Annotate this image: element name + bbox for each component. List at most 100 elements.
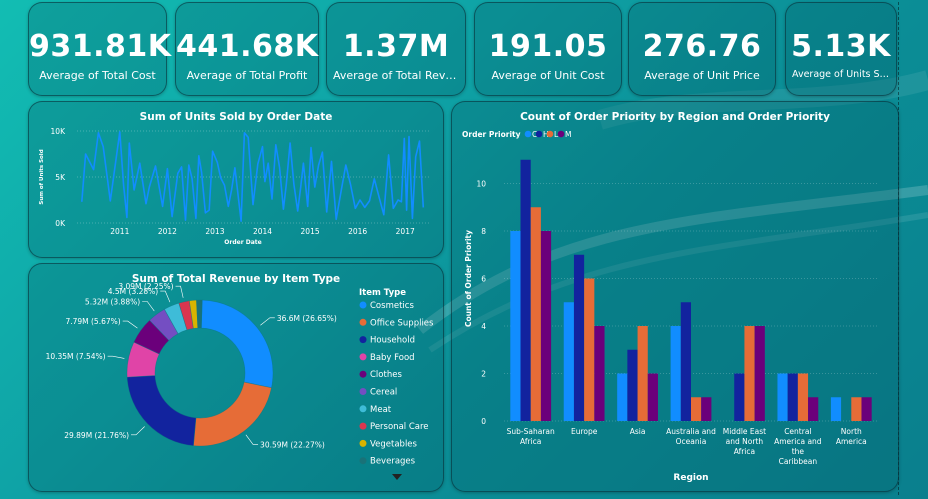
bar-m xyxy=(808,397,819,421)
bar-h xyxy=(680,302,691,421)
kpi-value: 276.76 xyxy=(642,29,762,64)
units-sold-line-chart: 0K 5K 10K 2011 2012 2013 2014 2015 2016 2017 Order… xyxy=(39,127,429,246)
bar-c xyxy=(617,373,628,421)
kpi-label: Average of Total Cost xyxy=(39,69,156,82)
y-tick-label: 10 xyxy=(476,180,486,189)
donut-slice xyxy=(201,299,274,389)
slice-data-label: 30.59M (22.27%) xyxy=(260,440,325,449)
donut-slice xyxy=(126,375,197,447)
legend-item-label: Office Supplies xyxy=(370,318,434,328)
bar-l xyxy=(851,397,862,421)
bar-l xyxy=(691,397,702,421)
x-tick-label: 2013 xyxy=(205,227,224,236)
x-tick-label: and North xyxy=(726,437,764,446)
bar-c xyxy=(510,231,521,421)
bar-h xyxy=(520,159,531,421)
donut-slice xyxy=(196,299,203,329)
legend-marker xyxy=(359,422,367,430)
x-tick-label: 2017 xyxy=(396,227,415,236)
pie-chart-title: Sum of Total Revenue by Item Type xyxy=(131,273,341,285)
kpi-label: Average of Total Reven... xyxy=(333,69,465,82)
legend-marker xyxy=(524,130,532,138)
legend-marker xyxy=(546,130,554,138)
legend-marker xyxy=(359,388,367,395)
bar-chart-title: Count of Order Priority by Region and Or… xyxy=(520,111,830,123)
kpi-value: 1.37M xyxy=(342,29,450,64)
legend-item-label: Cereal xyxy=(370,388,397,398)
legend-item-label: C xyxy=(532,130,537,139)
slice-data-label: 7.79M (5.67%) xyxy=(65,317,120,326)
y-tick-label: 10K xyxy=(51,127,67,136)
revenue-donut-chart: 36.6M (26.65%) 30.59M (22.27%) 29.89M (21.… xyxy=(46,282,434,480)
x-tick-label: the xyxy=(792,447,805,456)
pie-chart-card[interactable]: Sum of Total Revenue by Item Type 36.6M … xyxy=(28,263,444,492)
legend-item-label: H xyxy=(543,130,549,139)
x-tick-label: Africa xyxy=(734,447,755,456)
legend-item-label: Vegetables xyxy=(370,439,418,449)
slice-data-label: 3.09M (2.25%) xyxy=(118,282,173,291)
x-tick-label: Europe xyxy=(571,427,598,436)
bar-c xyxy=(777,373,788,421)
y-tick-label: 0 xyxy=(481,417,486,426)
y-axis-title: Count of Order Priority xyxy=(464,230,473,327)
kpi-total-cost[interactable]: 931.81K Average of Total Cost xyxy=(28,2,171,96)
legend-item-label: Cosmetics xyxy=(370,301,414,311)
slice-data-label: 5.32M (3.88%) xyxy=(85,297,140,306)
y-tick-label: 6 xyxy=(481,275,486,284)
x-tick-label: Asia xyxy=(630,427,646,436)
legend-marker xyxy=(359,457,367,465)
bar-h xyxy=(627,349,638,421)
kpi-value: 191.05 xyxy=(488,29,608,64)
line-chart-title: Sum of Units Sold by Order Date xyxy=(139,111,333,123)
kpi-total-revenue[interactable]: 1.37M Average of Total Reven... xyxy=(326,2,466,96)
kpi-label: Average of Unit Cost xyxy=(491,69,605,82)
legend-title: Order Priority xyxy=(462,130,521,139)
legend-item-label: Household xyxy=(370,336,415,346)
x-tick-label: 2011 xyxy=(110,227,129,236)
slice-data-label: 29.89M (21.76%) xyxy=(64,431,129,440)
x-tick-label: Central xyxy=(784,427,811,436)
legend-item-label: Beverages xyxy=(370,457,416,467)
kpi-label: Average of Units Sold xyxy=(792,69,895,80)
legend-scroll-down-icon xyxy=(392,474,402,480)
x-tick-label: Africa xyxy=(520,437,541,446)
x-tick-label: Sub-Saharan xyxy=(507,427,555,436)
x-axis-title: Region xyxy=(673,473,708,483)
bar-m xyxy=(540,231,552,421)
bar-c xyxy=(830,397,842,421)
bar-m xyxy=(647,373,658,421)
x-axis-title: Order Date xyxy=(224,239,261,246)
legend-marker xyxy=(359,353,367,361)
units-sold-line xyxy=(81,131,425,222)
x-tick-label: 2012 xyxy=(158,227,177,236)
bar-h xyxy=(787,373,798,421)
x-tick-label: Oceania xyxy=(676,437,707,446)
x-tick-label: America and xyxy=(774,437,822,446)
x-tick-label: Australia and xyxy=(666,427,716,436)
kpi-unit-cost[interactable]: 191.05 Average of Unit Cost xyxy=(474,2,622,96)
bar-c xyxy=(670,326,681,421)
slice-leader-line xyxy=(175,285,184,298)
kpi-units-sold[interactable]: 5.13K Average of Units Sold xyxy=(785,2,897,96)
legend-item-label: M xyxy=(565,130,571,139)
kpi-unit-price[interactable]: 276.76 Average of Unit Price xyxy=(628,2,776,96)
legend-marker xyxy=(359,370,367,378)
y-tick-label: 4 xyxy=(481,322,486,331)
x-tick-label: 2014 xyxy=(253,227,272,236)
x-tick-label: 2015 xyxy=(301,227,320,236)
slice-leader-line xyxy=(107,355,125,359)
slice-data-label: 36.6M (26.65%) xyxy=(277,314,337,323)
line-chart-card[interactable]: Sum of Units Sold by Order Date 0K 5K 10K 2… xyxy=(28,101,444,258)
donut-slice xyxy=(193,381,272,447)
slice-leader-line xyxy=(160,290,171,303)
bar-m xyxy=(861,397,872,421)
slice-leader-line xyxy=(122,320,138,329)
bar-chart-card[interactable]: Count of Order Priority by Region and Or… xyxy=(451,101,899,492)
kpi-total-profit[interactable]: 441.68K Average of Total Profit xyxy=(175,2,319,96)
y-tick-label: 0K xyxy=(55,219,66,228)
bar-l xyxy=(584,278,595,421)
bar-m xyxy=(701,397,712,421)
bar-c xyxy=(563,302,574,421)
bar-l xyxy=(637,326,648,421)
kpi-label: Average of Total Profit xyxy=(186,69,308,82)
